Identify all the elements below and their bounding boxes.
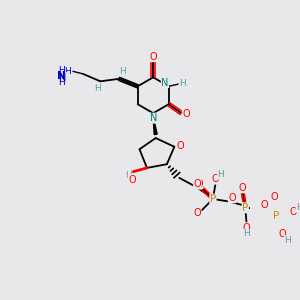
Text: O: O [289,207,297,217]
Text: H: H [125,171,132,180]
Text: O: O [194,179,201,189]
Text: H: H [64,67,71,76]
Text: P: P [210,194,216,204]
Text: O: O [278,230,286,239]
Text: O: O [228,193,236,203]
Text: O: O [182,109,190,119]
Text: O: O [212,174,219,184]
Text: H: H [284,236,291,244]
Text: O: O [270,191,278,202]
Text: P: P [273,212,280,221]
Text: N: N [150,113,158,123]
Text: H: H [179,79,186,88]
Text: H: H [58,78,65,87]
Text: N: N [57,71,66,81]
Text: H: H [94,84,101,93]
Text: O: O [149,52,157,62]
Text: O: O [261,200,268,210]
Text: H: H [58,66,65,75]
Text: O: O [243,223,250,232]
Text: H: H [119,67,126,76]
Text: H: H [296,203,300,212]
Text: O: O [239,183,247,193]
Text: O: O [128,175,136,184]
Polygon shape [153,117,157,134]
Text: N: N [59,73,67,82]
Text: H: H [218,170,224,179]
Text: O: O [194,208,201,218]
Text: N: N [161,78,169,88]
Text: P: P [242,203,248,213]
Text: H: H [243,230,250,238]
Text: O: O [176,140,184,151]
Text: O: O [195,178,203,189]
